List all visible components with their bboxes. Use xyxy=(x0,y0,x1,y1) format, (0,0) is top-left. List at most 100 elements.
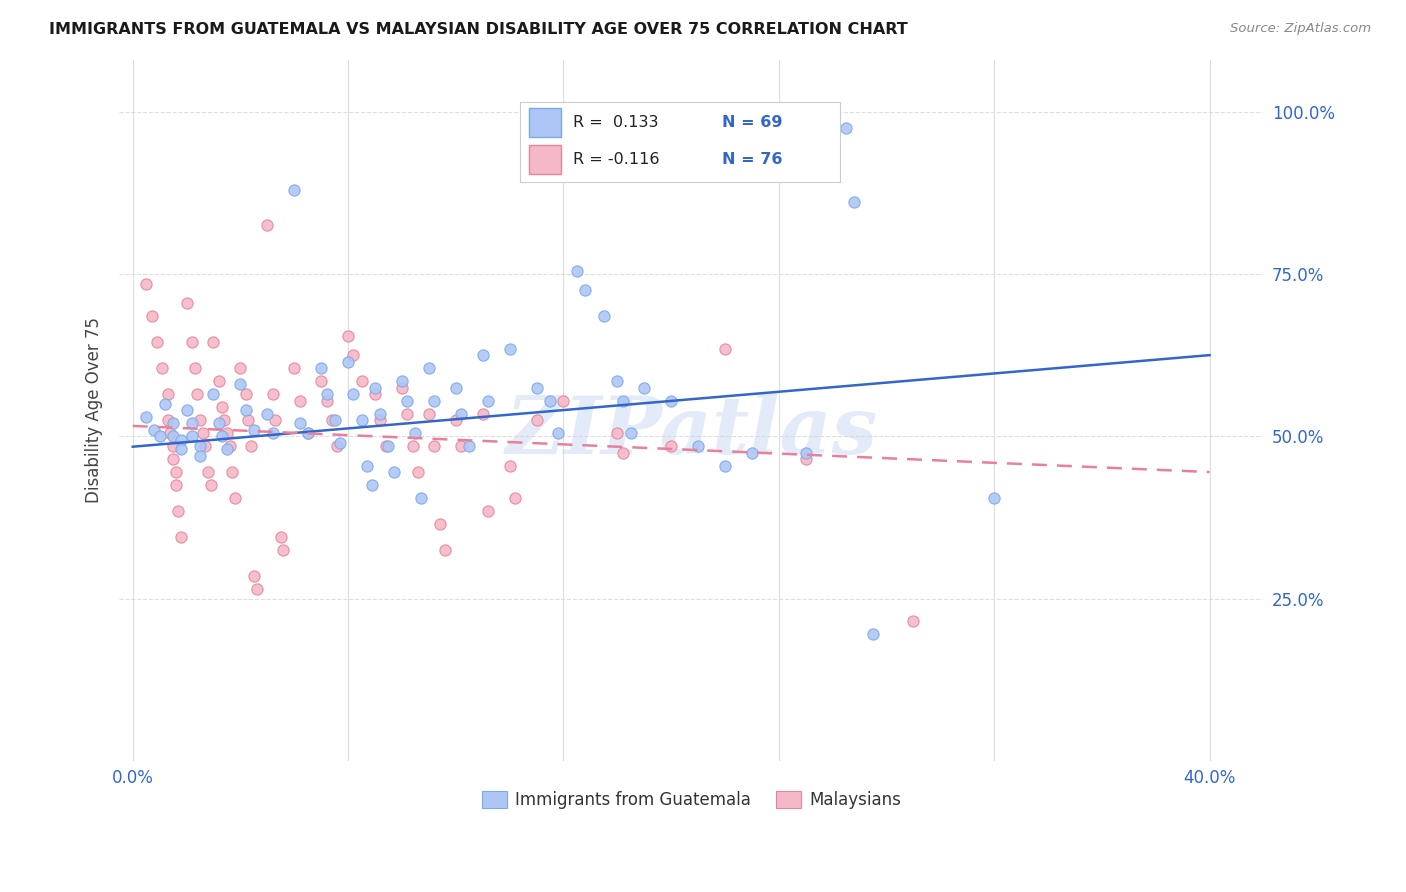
Point xyxy=(156,413,179,427)
Point xyxy=(297,426,319,441)
Point xyxy=(862,627,884,641)
Point xyxy=(270,530,292,544)
Point xyxy=(606,374,628,388)
Point xyxy=(983,491,1005,505)
Point xyxy=(402,439,425,453)
Point xyxy=(264,413,287,427)
Point xyxy=(450,439,472,453)
Point xyxy=(176,403,198,417)
Point xyxy=(170,530,193,544)
Y-axis label: Disability Age Over 75: Disability Age Over 75 xyxy=(86,318,103,503)
Point xyxy=(477,504,499,518)
Point xyxy=(156,387,179,401)
Point xyxy=(391,381,413,395)
Point xyxy=(162,452,184,467)
Point xyxy=(165,465,187,479)
Point xyxy=(574,283,596,297)
Point xyxy=(188,439,211,453)
Point xyxy=(396,393,419,408)
Point xyxy=(240,439,263,453)
Point xyxy=(215,442,238,457)
Point xyxy=(714,458,737,473)
Point xyxy=(159,426,181,441)
Point xyxy=(153,397,176,411)
Point xyxy=(741,445,763,459)
Point xyxy=(315,387,337,401)
Point xyxy=(538,393,561,408)
Point xyxy=(283,361,305,376)
Point xyxy=(592,309,614,323)
Point xyxy=(794,452,817,467)
Point xyxy=(288,393,311,408)
Point xyxy=(423,439,446,453)
Point xyxy=(162,439,184,453)
Point xyxy=(659,439,682,453)
Point xyxy=(245,582,267,596)
Point xyxy=(197,465,219,479)
Point xyxy=(194,439,217,453)
Point xyxy=(321,413,343,427)
Point xyxy=(526,413,548,427)
Point xyxy=(526,381,548,395)
Point xyxy=(229,361,252,376)
Point xyxy=(323,413,346,427)
Point xyxy=(224,491,246,505)
Point xyxy=(181,417,204,431)
Point xyxy=(229,377,252,392)
Point xyxy=(243,569,266,583)
Point xyxy=(211,429,233,443)
Point xyxy=(215,426,238,441)
Point xyxy=(256,218,278,232)
Point xyxy=(434,543,457,558)
Point xyxy=(553,393,575,408)
Point xyxy=(167,504,190,518)
Point xyxy=(429,516,451,531)
Point xyxy=(188,413,211,427)
Point xyxy=(181,429,204,443)
Point xyxy=(162,417,184,431)
Point xyxy=(659,393,682,408)
Point xyxy=(141,309,163,323)
Point xyxy=(903,615,925,629)
Point xyxy=(309,374,332,388)
Point xyxy=(377,439,399,453)
Point xyxy=(273,543,295,558)
Point xyxy=(188,449,211,463)
Point xyxy=(606,426,628,441)
Point xyxy=(361,478,384,492)
Point xyxy=(370,413,392,427)
Point xyxy=(477,393,499,408)
Point xyxy=(243,423,266,437)
Point xyxy=(337,328,360,343)
Point xyxy=(714,342,737,356)
Point xyxy=(498,458,520,473)
Text: ZIPatlas: ZIPatlas xyxy=(505,392,877,470)
Point xyxy=(471,407,494,421)
Point xyxy=(135,409,157,424)
Point xyxy=(374,439,396,453)
Point xyxy=(364,387,387,401)
Point xyxy=(423,393,446,408)
Point xyxy=(238,413,260,427)
Point xyxy=(202,335,225,350)
Point xyxy=(170,442,193,457)
Point xyxy=(135,277,157,291)
Point xyxy=(844,195,866,210)
Point xyxy=(186,387,208,401)
Point xyxy=(612,393,634,408)
Point xyxy=(214,413,236,427)
Point xyxy=(218,439,240,453)
Point xyxy=(208,374,231,388)
Point xyxy=(503,491,526,505)
Point xyxy=(162,429,184,443)
Point xyxy=(356,458,378,473)
Text: Source: ZipAtlas.com: Source: ZipAtlas.com xyxy=(1230,22,1371,36)
Point xyxy=(326,439,349,453)
Point xyxy=(498,342,520,356)
Point xyxy=(191,426,214,441)
Point xyxy=(329,435,352,450)
Point xyxy=(350,374,373,388)
Point xyxy=(283,182,305,196)
Point xyxy=(170,433,193,447)
Point xyxy=(181,335,204,350)
